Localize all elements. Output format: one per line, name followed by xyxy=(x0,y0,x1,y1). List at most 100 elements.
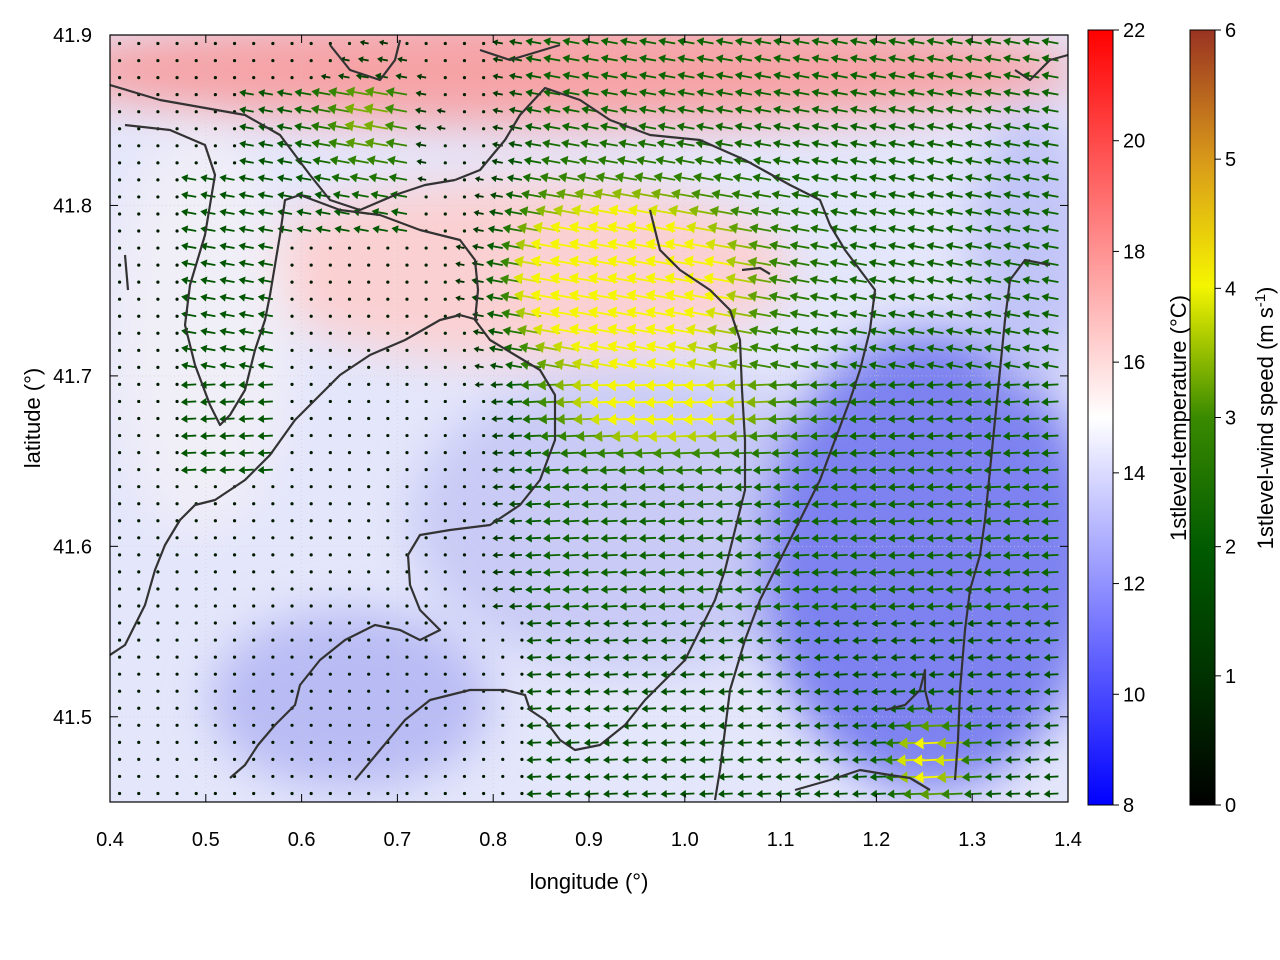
wind-vector-head xyxy=(384,120,394,132)
wind-vector xyxy=(716,346,733,352)
wind-vector xyxy=(531,58,542,62)
wind-vector xyxy=(626,553,637,557)
wind-vector xyxy=(232,723,237,727)
wind-vector-head xyxy=(1002,414,1010,424)
wind-vector-head xyxy=(568,272,579,285)
wind-vector xyxy=(397,228,408,232)
wind-vector-head xyxy=(769,223,779,234)
wind-vector xyxy=(377,194,388,198)
wind-vector xyxy=(424,638,428,642)
wind-vector-head xyxy=(775,738,782,747)
wind-vector xyxy=(309,536,313,540)
wind-vector xyxy=(443,93,447,97)
wind-vector-head xyxy=(539,172,549,183)
wind-vector xyxy=(722,502,733,506)
wind-vector xyxy=(739,193,753,198)
wind-vector-head xyxy=(926,224,935,234)
wind-vector xyxy=(856,553,867,557)
wind-vector-head xyxy=(564,619,572,628)
wind-vector-head xyxy=(521,397,530,407)
wind-vector xyxy=(1009,57,1021,62)
x-tick-label: 1.0 xyxy=(671,829,699,851)
wind-vector xyxy=(309,314,313,318)
wind-vector-head xyxy=(868,397,876,407)
wind-vector-head xyxy=(964,258,973,268)
wind-vector xyxy=(501,621,505,625)
wind-vector xyxy=(952,177,963,181)
wind-vector-head xyxy=(587,272,598,285)
wind-vector-head xyxy=(964,568,972,577)
wind-vector xyxy=(424,41,428,46)
wind-vector-head xyxy=(526,619,533,628)
wind-vector-head xyxy=(600,88,609,98)
wind-vector-head xyxy=(983,516,991,526)
wind-vector xyxy=(694,226,714,232)
wind-vector xyxy=(187,330,197,335)
wind-vector xyxy=(187,313,197,318)
wind-vector xyxy=(137,604,141,608)
wind-vector-head xyxy=(691,189,701,200)
wind-vector-head xyxy=(713,465,722,475)
wind-vector xyxy=(933,553,944,557)
wind-vector xyxy=(482,621,486,625)
wind-vector xyxy=(367,297,371,301)
wind-vector xyxy=(117,706,122,710)
wind-vector-head xyxy=(926,88,935,98)
wind-vector-head xyxy=(534,341,545,354)
wind-vector xyxy=(626,57,638,62)
wind-vector-head xyxy=(737,670,744,679)
wind-vector xyxy=(309,76,313,80)
wind-vector xyxy=(818,605,829,608)
wind-vector xyxy=(664,502,676,506)
wind-vector-head xyxy=(887,448,895,458)
wind-vector-head xyxy=(570,340,581,353)
wind-vector-head xyxy=(907,550,915,560)
wind-vector-head xyxy=(726,379,736,392)
wind-vector xyxy=(913,296,925,301)
wind-vector xyxy=(990,194,1002,198)
wind-vector xyxy=(1028,605,1040,608)
wind-vector xyxy=(361,75,369,79)
wind-vector-head xyxy=(622,670,629,679)
wind-vector-head xyxy=(180,431,188,441)
wind-vector-head xyxy=(983,207,992,217)
wind-vector-head xyxy=(734,71,743,81)
wind-vector xyxy=(757,346,772,352)
wind-vector-head xyxy=(926,292,935,302)
wind-vector-head xyxy=(1021,431,1030,441)
wind-vector-head xyxy=(1024,755,1031,764)
wind-vector-head xyxy=(219,380,226,389)
wind-vector-head xyxy=(614,172,624,183)
wind-vector xyxy=(462,757,467,761)
wind-vector xyxy=(156,672,160,676)
wind-vector xyxy=(549,40,561,45)
wind-vector-head xyxy=(811,516,819,526)
wind-vector xyxy=(320,177,331,181)
wind-vector xyxy=(1028,143,1040,147)
wind-vector-head xyxy=(792,71,800,81)
wind-vector xyxy=(301,177,312,181)
wind-vector-head xyxy=(257,259,265,268)
wind-vector-head xyxy=(645,272,656,285)
wind-vector xyxy=(187,194,197,198)
wind-vector xyxy=(263,211,274,215)
wind-vector xyxy=(156,723,160,727)
wind-vector-head xyxy=(907,207,915,217)
wind-vector-head xyxy=(626,238,637,251)
wind-vector xyxy=(347,450,352,455)
wind-vector xyxy=(566,176,580,181)
wind-vector xyxy=(549,588,561,591)
wind-vector xyxy=(514,58,523,62)
wind-vector-head xyxy=(562,585,570,594)
wind-vector-head xyxy=(868,139,877,149)
wind-vector-head xyxy=(753,88,762,98)
wind-vector xyxy=(894,792,906,795)
wind-vector xyxy=(798,553,810,557)
wind-vector xyxy=(290,740,294,744)
wind-vector xyxy=(894,571,906,574)
wind-vector-head xyxy=(296,225,304,234)
wind-vector-head xyxy=(310,121,320,132)
wind-vector xyxy=(645,125,657,130)
wind-vector xyxy=(510,347,523,352)
